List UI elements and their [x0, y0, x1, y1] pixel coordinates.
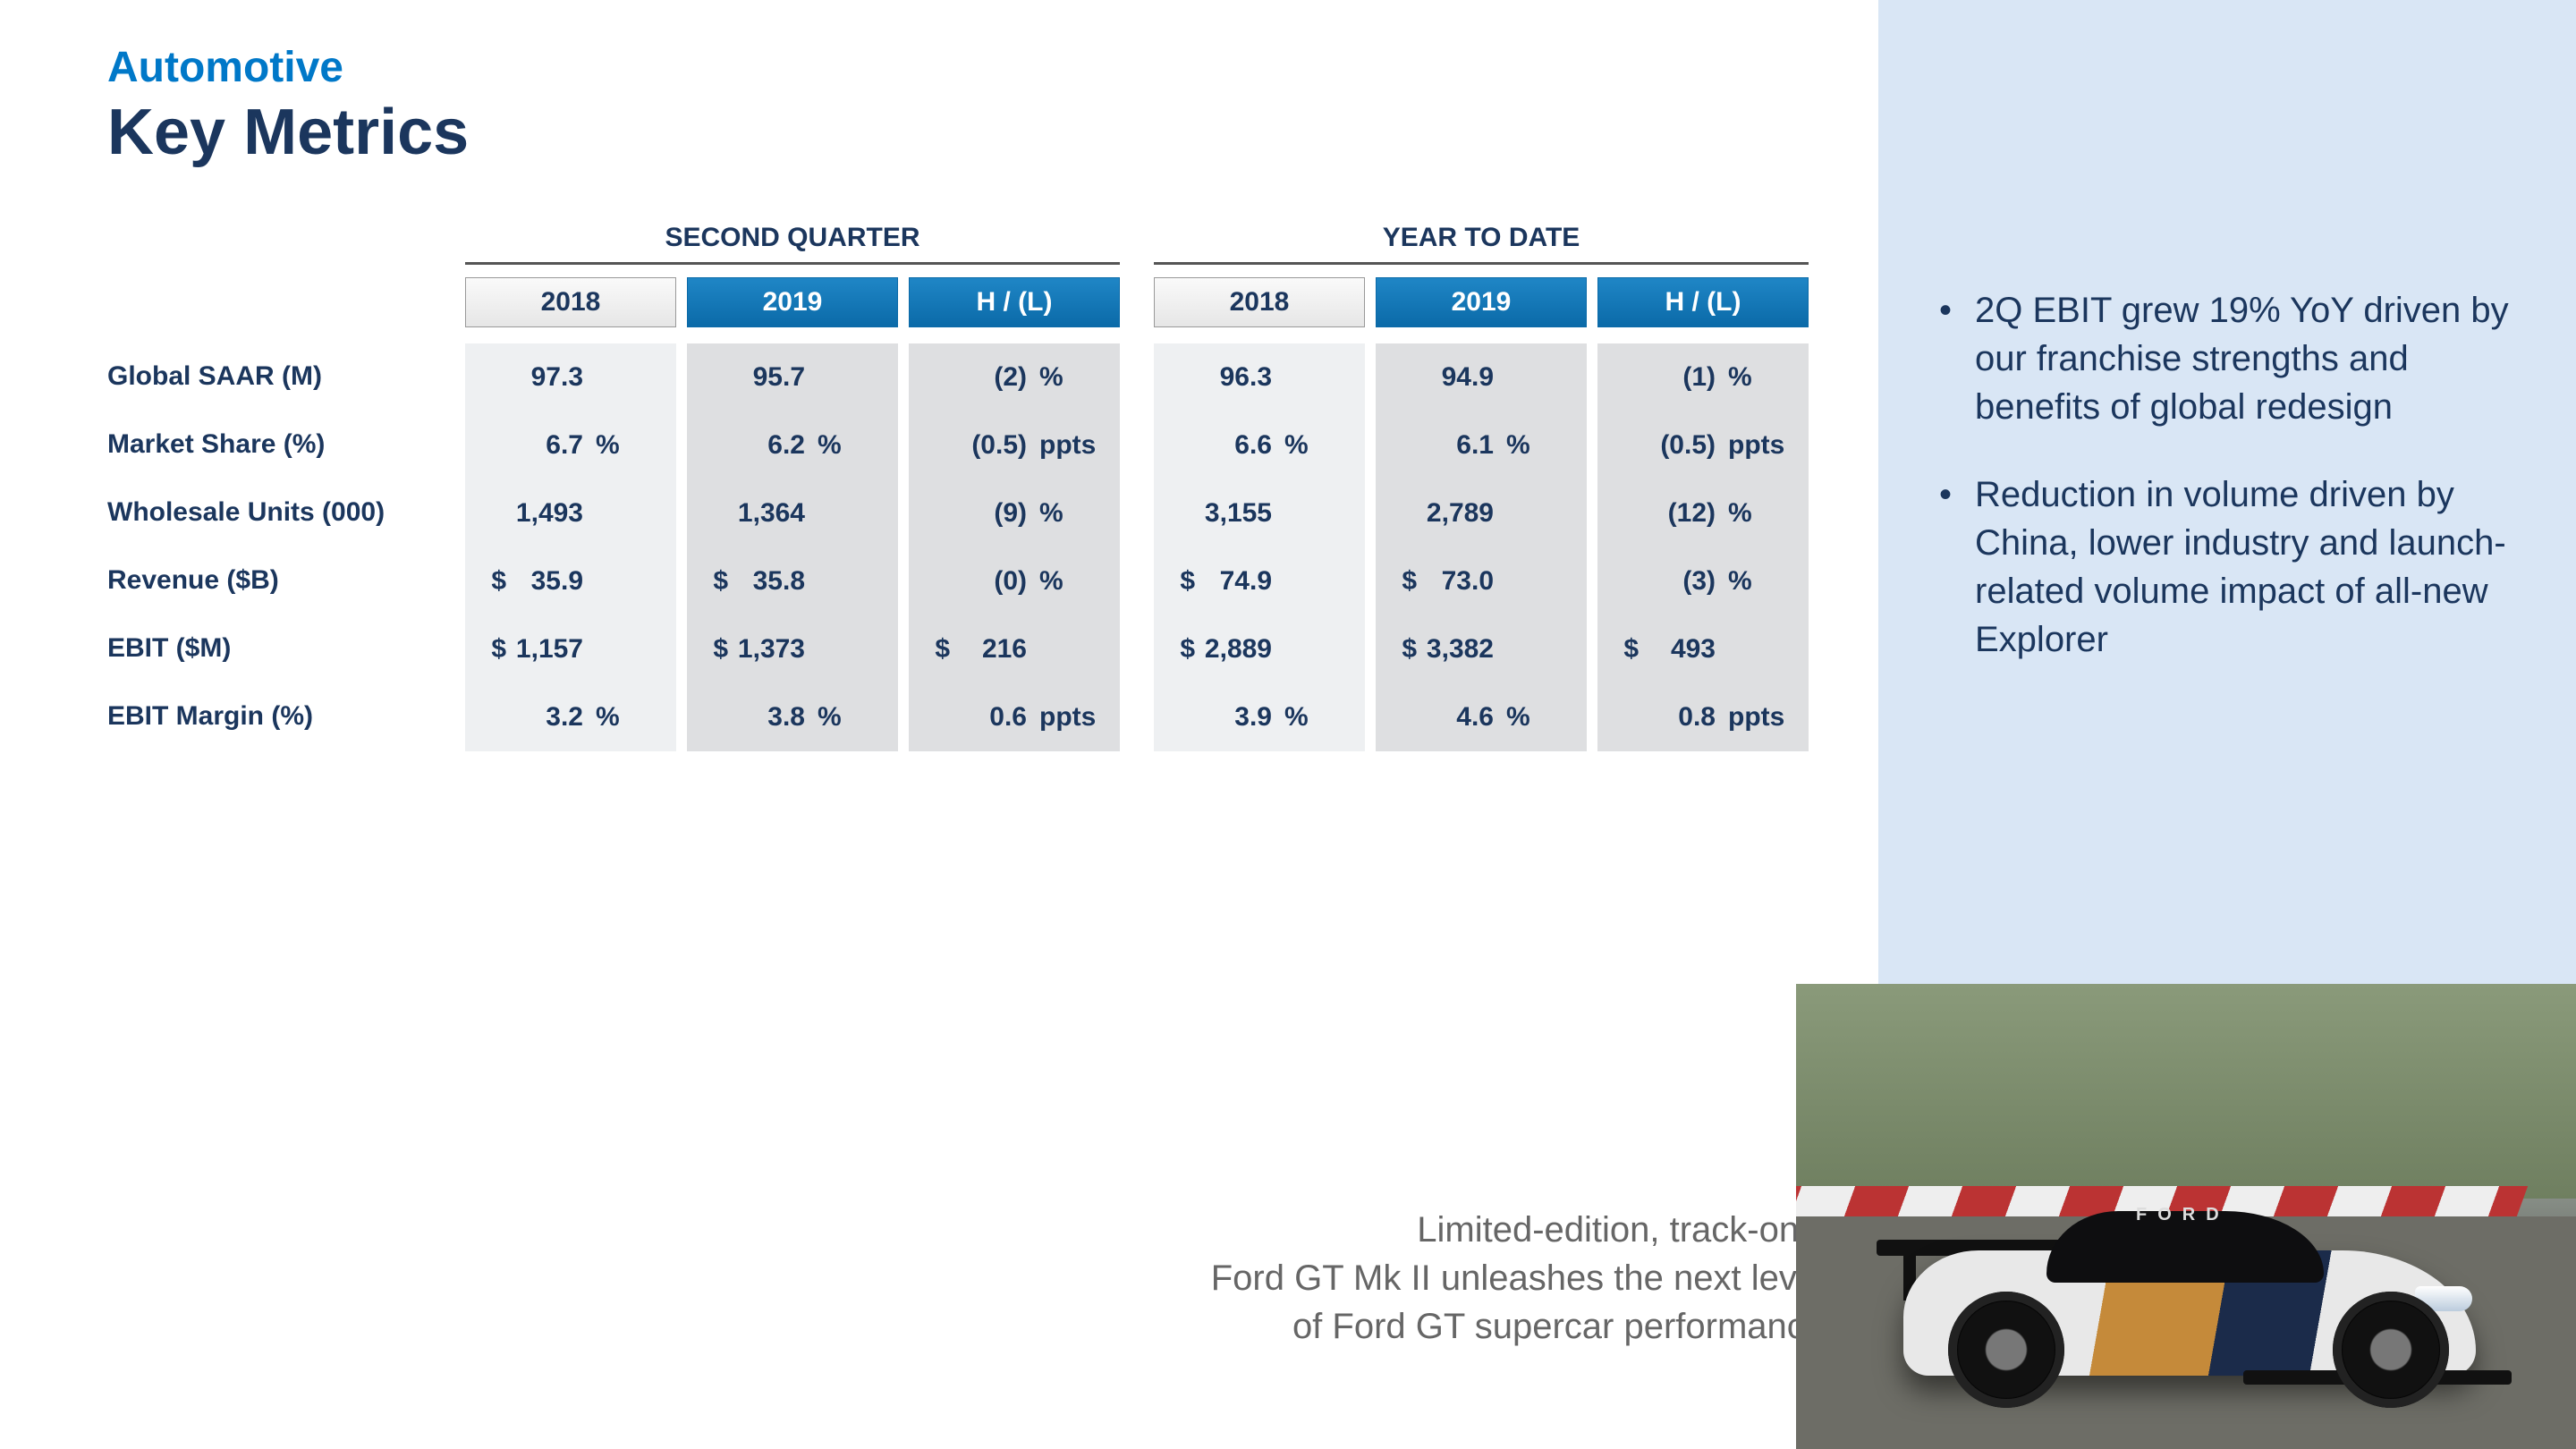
data-columns: 97.36.7%1,493$35.9$1,1573.2%95.76.2%1,36… — [465, 343, 1120, 751]
row-label: Global SAAR (M) — [107, 343, 465, 411]
table-block: SECOND QUARTER 20182019H / (L) 97.36.7%1,4… — [465, 223, 1120, 751]
data-cell: 6.6% — [1154, 411, 1365, 479]
data-cell: $1,157 — [465, 615, 676, 683]
data-cell: (3)% — [1597, 547, 1809, 615]
car-brand-text: FORD — [2136, 1205, 2230, 1225]
data-cell: 4.6% — [1376, 683, 1587, 751]
metrics-tables: Global SAAR (M)Market Share (%)Wholesale… — [107, 223, 1843, 751]
bullet-item: 2Q EBIT grew 19% YoY driven by our franc… — [1932, 286, 2522, 431]
data-cell: 94.9 — [1376, 343, 1587, 411]
data-cell: 96.3 — [1154, 343, 1365, 411]
row-label: Revenue ($B) — [107, 547, 465, 614]
data-cell: (0.5)ppts — [909, 411, 1120, 479]
section-header: SECOND QUARTER — [465, 223, 1120, 265]
data-cell: $74.9 — [1154, 547, 1365, 615]
column-header: 2019 — [687, 277, 898, 327]
data-cell: 97.3 — [465, 343, 676, 411]
column-header: H / (L) — [909, 277, 1120, 327]
data-cell: 6.2% — [687, 411, 898, 479]
row-label: EBIT Margin (%) — [107, 682, 465, 750]
row-label: EBIT ($M) — [107, 614, 465, 682]
data-column: 95.76.2%1,364$35.8$1,3733.8% — [687, 343, 898, 751]
data-cell: (12)% — [1597, 479, 1809, 547]
data-cell: 6.7% — [465, 411, 676, 479]
data-cell: $216 — [909, 615, 1120, 683]
column-header: H / (L) — [1597, 277, 1809, 327]
data-column: 94.96.1%2,789$73.0$3,3824.6% — [1376, 343, 1587, 751]
data-cell: $35.9 — [465, 547, 676, 615]
data-cell: 95.7 — [687, 343, 898, 411]
data-cell: (2)% — [909, 343, 1120, 411]
bullet-item: Reduction in volume driven by China, low… — [1932, 470, 2522, 664]
data-cell: $3,382 — [1376, 615, 1587, 683]
section-header: YEAR TO DATE — [1154, 223, 1809, 265]
data-cell: 0.8ppts — [1597, 683, 1809, 751]
car-image: FORD — [1796, 984, 2576, 1449]
data-cell: (1)% — [1597, 343, 1809, 411]
data-cell: (0.5)ppts — [1597, 411, 1809, 479]
data-column: 97.36.7%1,493$35.9$1,1573.2% — [465, 343, 676, 751]
data-cell: $493 — [1597, 615, 1809, 683]
row-label: Market Share (%) — [107, 411, 465, 479]
data-cell: 3.9% — [1154, 683, 1365, 751]
slide: Automotive Key Metrics Global SAAR (M)Ma… — [0, 0, 2576, 1449]
data-cell: 0.6ppts — [909, 683, 1120, 751]
image-caption: Limited-edition, track-onlyFord GT Mk II… — [1020, 1206, 1825, 1351]
data-cell: 3.2% — [465, 683, 676, 751]
data-column: (2)%(0.5)ppts(9)%(0)%$2160.6ppts — [909, 343, 1120, 751]
column-headers: 20182019H / (L) — [465, 277, 1120, 327]
data-column: 96.36.6%3,155$74.9$2,8893.9% — [1154, 343, 1365, 751]
car-illustration: FORD — [1868, 1202, 2512, 1417]
sidebar: 2Q EBIT grew 19% YoY driven by our franc… — [1878, 0, 2576, 1449]
data-cell: 3,155 — [1154, 479, 1365, 547]
data-cell: 1,493 — [465, 479, 676, 547]
data-columns: 96.36.6%3,155$74.9$2,8893.9%94.96.1%2,78… — [1154, 343, 1809, 751]
row-label: Wholesale Units (000) — [107, 479, 465, 547]
bullet-list: 2Q EBIT grew 19% YoY driven by our franc… — [1932, 286, 2522, 664]
row-labels: Global SAAR (M)Market Share (%)Wholesale… — [107, 223, 465, 751]
table-sections: SECOND QUARTER20182019H / (L)97.36.7%1,4… — [465, 223, 1843, 751]
data-cell: 3.8% — [687, 683, 898, 751]
title: Key Metrics — [107, 96, 1843, 169]
column-header: 2018 — [465, 277, 676, 327]
data-cell: 6.1% — [1376, 411, 1587, 479]
main-area: Automotive Key Metrics Global SAAR (M)Ma… — [0, 0, 1878, 1449]
data-cell: $35.8 — [687, 547, 898, 615]
column-header: 2019 — [1376, 277, 1587, 327]
data-cell: $2,889 — [1154, 615, 1365, 683]
data-column: (1)%(0.5)ppts(12)%(3)%$4930.8ppts — [1597, 343, 1809, 751]
data-cell: (9)% — [909, 479, 1120, 547]
table-block: YEAR TO DATE 20182019H / (L) 96.36.6%3,155… — [1154, 223, 1809, 751]
car-wheel-front — [2333, 1292, 2449, 1408]
column-headers: 20182019H / (L) — [1154, 277, 1809, 327]
data-cell: (0)% — [909, 547, 1120, 615]
data-cell: $73.0 — [1376, 547, 1587, 615]
column-header: 2018 — [1154, 277, 1365, 327]
data-cell: 2,789 — [1376, 479, 1587, 547]
car-wheel-rear — [1948, 1292, 2064, 1408]
data-cell: $1,373 — [687, 615, 898, 683]
pretitle: Automotive — [107, 43, 1843, 92]
data-cell: 1,364 — [687, 479, 898, 547]
grass-bg — [1796, 984, 2576, 1199]
